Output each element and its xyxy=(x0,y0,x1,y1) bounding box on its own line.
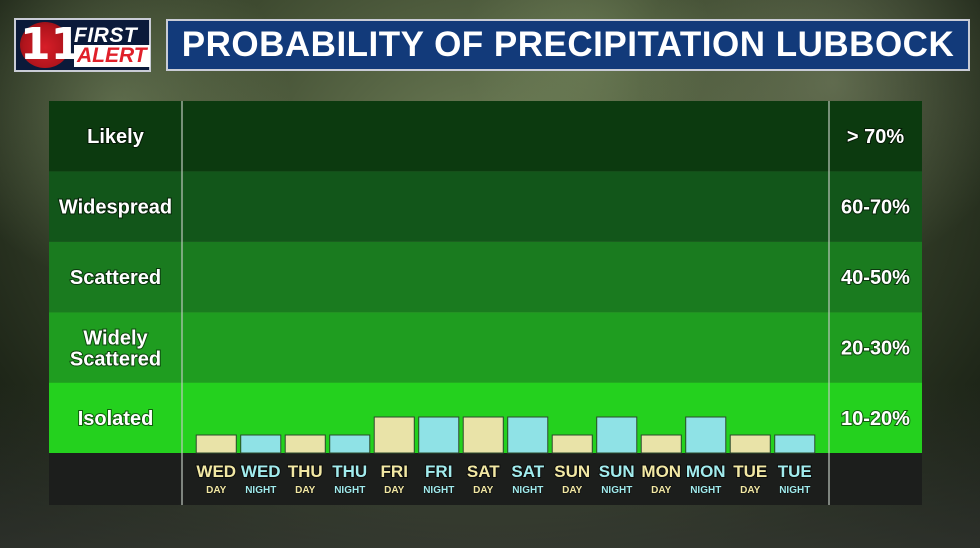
tick-period-11: NIGHT xyxy=(690,485,721,496)
bar-11 xyxy=(685,416,727,454)
tick-label-9: SUN xyxy=(599,462,635,481)
tick-label-8: SUN xyxy=(554,462,590,481)
tick-label-13: TUE xyxy=(778,462,812,481)
logo-first-text: FIRST xyxy=(74,24,138,47)
tick-label-1: WED xyxy=(241,462,281,481)
tick-period-8: DAY xyxy=(562,485,583,496)
tick-label-12: TUE xyxy=(733,462,767,481)
band-label-0: Likely xyxy=(87,126,145,148)
band-label-4: Isolated xyxy=(78,408,154,430)
tick-label-7: SAT xyxy=(511,462,544,481)
bar-7 xyxy=(507,416,549,454)
category-axis-strip xyxy=(49,453,922,505)
tick-period-3: NIGHT xyxy=(334,485,365,496)
bar-13 xyxy=(774,434,816,454)
bar-1 xyxy=(240,434,282,454)
band-range-1: 60-70% xyxy=(841,197,910,219)
tick-label-4: FRI xyxy=(381,462,408,481)
band-range-4: 10-20% xyxy=(841,408,910,430)
tick-period-6: DAY xyxy=(473,485,494,496)
bar-8 xyxy=(551,434,593,454)
bar-10 xyxy=(640,434,682,454)
tick-period-5: NIGHT xyxy=(423,485,454,496)
bar-3 xyxy=(329,434,371,454)
band-label-3-line2: Scattered xyxy=(70,348,161,370)
tick-period-7: NIGHT xyxy=(512,485,543,496)
bar-0 xyxy=(195,434,237,454)
tick-label-6: SAT xyxy=(467,462,500,481)
first-alert-logo: 11 FIRST ALERT xyxy=(14,18,151,72)
band-range-0: > 70% xyxy=(847,126,904,148)
tick-period-1: NIGHT xyxy=(245,485,276,496)
bar-4 xyxy=(373,416,415,454)
chart-svg: Likely > 70% Widespread 60-70% Scattered 40-5… xyxy=(49,101,922,505)
band-label-2: Scattered xyxy=(70,267,161,289)
page-title: PROBABILITY OF PRECIPITATION LUBBOCK xyxy=(166,19,970,71)
tick-period-13: NIGHT xyxy=(779,485,810,496)
bar-6 xyxy=(462,416,504,454)
tick-period-12: DAY xyxy=(740,485,761,496)
tick-label-2: THU xyxy=(288,462,323,481)
band-0 xyxy=(49,101,922,172)
precipitation-chart: Likely > 70% Widespread 60-70% Scattered 40-5… xyxy=(49,101,922,505)
tick-period-4: DAY xyxy=(384,485,405,496)
band-3 xyxy=(49,312,922,383)
logo-alert-text: ALERT xyxy=(74,45,150,67)
band-2 xyxy=(49,241,922,313)
tick-period-0: DAY xyxy=(206,485,227,496)
tick-period-10: DAY xyxy=(651,485,672,496)
bar-12 xyxy=(729,434,771,454)
tick-label-11: MON xyxy=(686,462,726,481)
band-range-2: 40-50% xyxy=(841,267,910,289)
band-label-3-line1: Widely xyxy=(83,327,148,349)
tick-label-0: WED xyxy=(196,462,236,481)
tick-label-3: THU xyxy=(332,462,367,481)
band-1 xyxy=(49,171,922,242)
tick-label-5: FRI xyxy=(425,462,452,481)
band-range-3: 20-30% xyxy=(841,337,910,359)
bar-9 xyxy=(596,416,638,454)
tick-label-10: MON xyxy=(641,462,681,481)
tick-period-2: DAY xyxy=(295,485,316,496)
logo-channel-number: 11 xyxy=(20,19,82,70)
bar-5 xyxy=(418,416,460,454)
bar-2 xyxy=(284,434,326,454)
band-label-1: Widespread xyxy=(59,197,172,219)
tick-period-9: NIGHT xyxy=(601,485,632,496)
